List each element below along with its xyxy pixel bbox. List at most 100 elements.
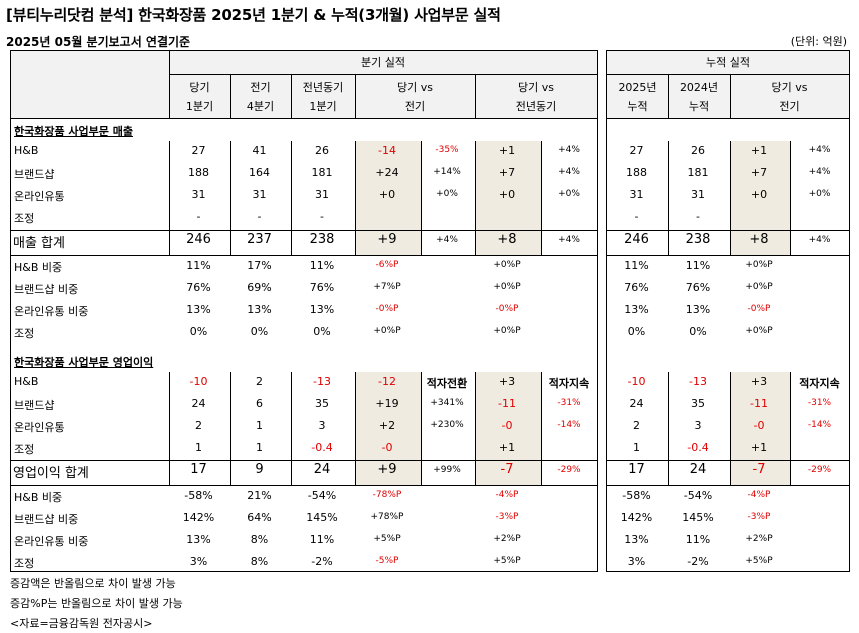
grid-line	[790, 141, 791, 255]
highlight-column	[355, 372, 421, 485]
cum-2025-value: 1	[633, 441, 640, 454]
total-top-border	[11, 460, 597, 461]
vs-yoy-diff-value: +3	[498, 375, 516, 388]
header-divider	[230, 75, 231, 119]
vs-prior-diff-value: +5%P	[373, 534, 401, 544]
q-prior-value: 8%	[250, 533, 269, 546]
cum-vs-diff-value: +0%P	[745, 282, 773, 292]
cum-vs-diff-value: +1	[750, 144, 768, 157]
col-header-c-2025: 2025년 누적	[607, 75, 668, 119]
cum-2025-value: 13%	[624, 303, 649, 316]
q-prior-year-value: 0%	[313, 325, 331, 338]
vs-yoy-diff-value: +1	[498, 144, 516, 157]
q-prior-year-value: 181	[311, 166, 333, 179]
report-basis: 2025년 05월 분기보고서 연결기준	[6, 35, 191, 49]
cum-2024-value: -13	[689, 375, 707, 388]
q-prior-year-value: 26	[315, 144, 329, 157]
row-label: 조정	[14, 443, 35, 456]
vs-prior-diff-value: +9	[377, 232, 397, 247]
row-label: 온라인유통	[14, 421, 65, 434]
cum-2024-value: 3	[694, 419, 702, 432]
row-label: 조정	[14, 212, 35, 225]
cum-vs-diff-value: +1	[750, 441, 768, 454]
vs-yoy-diff-value: -0	[501, 419, 513, 432]
q-prior-value: 0%	[250, 325, 269, 338]
grid-line	[541, 141, 542, 255]
grid-line	[230, 372, 231, 485]
q-prior-year-value: -54%	[307, 489, 337, 502]
grid-line	[475, 141, 476, 255]
vs-yoy-pct-value: +4%	[558, 235, 580, 245]
source-note: <자료=금융감독원 전자공시>	[10, 617, 153, 630]
vs-yoy-diff-value: -7	[500, 462, 514, 477]
vs-yoy-pct-value: -29%	[557, 465, 581, 475]
cum-vs-pct-value: +4%	[808, 145, 831, 155]
vs-prior-diff-value: -0	[381, 441, 393, 454]
header-divider	[475, 75, 476, 119]
vs-prior-diff-value: -14	[378, 144, 396, 157]
row-label: 온라인유통	[14, 190, 65, 203]
vs-prior-diff-value: -12	[378, 375, 396, 388]
vs-prior-diff-value: +19	[375, 397, 399, 410]
q-current-value: 27	[191, 144, 206, 157]
group-header-quarter: 분기 실적	[169, 51, 597, 75]
row-label: 조정	[14, 327, 35, 340]
q-prior-year-value: 11%	[309, 533, 335, 546]
vs-yoy-diff-value: +8	[497, 232, 517, 247]
highlight-column	[475, 141, 541, 255]
cum-2025-value: 31	[629, 188, 644, 201]
cum-vs-diff-value: +0	[750, 188, 768, 201]
vs-prior-pct-value: +230%	[430, 420, 464, 430]
row-label: 브랜드샵	[14, 399, 55, 412]
q-prior-value: 9	[255, 462, 264, 477]
cum-2025-value: 188	[626, 166, 647, 179]
note-rounding-pp: 증감%P는 반올림으로 차이 발생 가능	[10, 597, 183, 610]
cum-2025-value: 246	[624, 232, 649, 247]
vs-yoy-diff-value: +1	[498, 441, 516, 454]
cum-2024-value: 26	[691, 144, 705, 157]
q-prior-value: 1	[256, 419, 263, 432]
vs-yoy-diff-value: -0%P	[495, 304, 519, 314]
vs-prior-pct-value: +99%	[433, 465, 461, 475]
header-corner	[11, 51, 169, 119]
cum-2025-value: 76%	[624, 281, 649, 294]
total-top-border	[11, 230, 597, 231]
cum-2025-value: 0%	[627, 325, 646, 338]
header-divider	[668, 75, 669, 119]
highlight-column	[730, 372, 790, 485]
cum-vs-diff-value: +8	[749, 232, 769, 247]
vs-yoy-diff-value: -4%P	[495, 490, 519, 500]
cum-2024-value: 35	[691, 397, 705, 410]
row-label: 영업이익 합계	[13, 466, 89, 481]
q-prior-value: -	[257, 210, 262, 223]
q-prior-value: 21%	[247, 489, 272, 502]
q-prior-year-value: -0.4	[311, 441, 333, 454]
cum-2024-value: 31	[691, 188, 705, 201]
q-current-value: 17	[190, 462, 207, 477]
total-top-border	[607, 460, 849, 461]
total-bottom-border	[11, 485, 597, 486]
header-divider	[355, 75, 356, 119]
q-prior-year-value: -	[320, 210, 324, 223]
highlight-column	[730, 141, 790, 255]
cum-2025-value: 3%	[627, 555, 646, 568]
total-bottom-border	[607, 255, 849, 256]
cum-2024-value: 145%	[682, 511, 714, 524]
q-prior-year-value: 238	[309, 232, 335, 247]
row-label: H&B 비중	[14, 491, 63, 504]
row-label: H&B	[14, 375, 39, 388]
cum-2025-value: 17	[628, 462, 645, 477]
cum-vs-diff-value: +2%P	[745, 534, 773, 544]
cum-vs-pct-value: +4%	[808, 235, 831, 245]
vs-yoy-diff-value: -11	[498, 397, 516, 410]
q-prior-value: 13%	[247, 303, 272, 316]
cumulative-panel: 누적 실적 2025년 누적 2024년 누적 당기 vs 전기	[606, 50, 850, 572]
q-prior-value: 6	[256, 397, 263, 410]
grid-line	[668, 141, 669, 255]
quarter-panel: 분기 실적 당기 1분기 전기 4분기 전년동기 1분기 당기 vs 전기 당기 vs 전…	[10, 50, 598, 572]
grid-line	[541, 372, 542, 485]
grid-line	[790, 372, 791, 485]
row-label: 매출 합계	[13, 236, 65, 251]
q-current-value: -58%	[184, 489, 213, 502]
vs-yoy-diff-value: +5%P	[493, 556, 521, 566]
